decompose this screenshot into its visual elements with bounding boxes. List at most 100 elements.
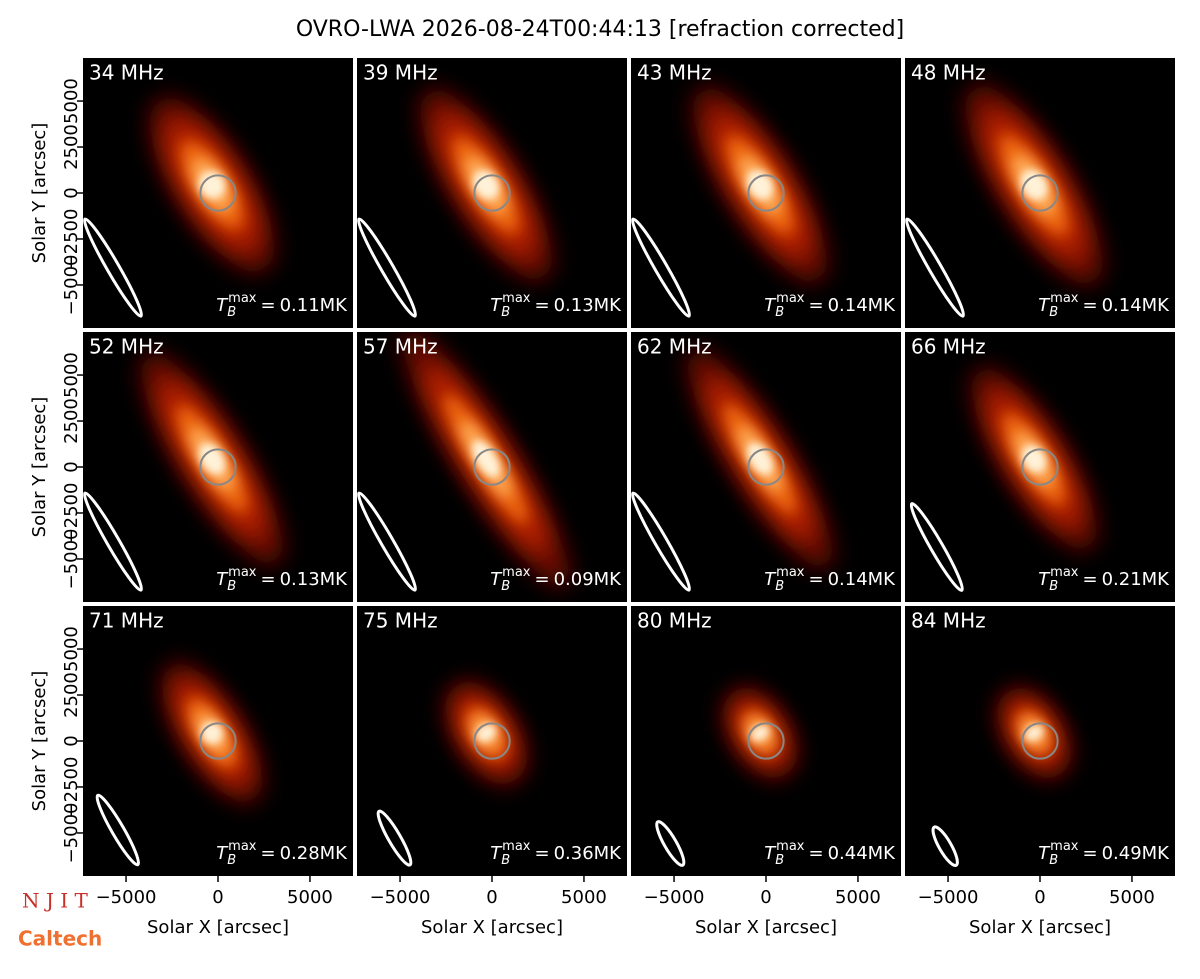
y-tick-label: −2500 bbox=[61, 209, 82, 270]
tb-equals: = bbox=[1082, 569, 1097, 590]
beam bbox=[95, 793, 140, 867]
tb-subscript: B bbox=[227, 305, 236, 320]
emission-layer bbox=[472, 170, 500, 200]
image bbox=[931, 687, 1071, 867]
frequency-label: 71 MHz bbox=[89, 609, 164, 633]
tb-superscript: max bbox=[776, 565, 805, 580]
solar-disk bbox=[473, 448, 511, 486]
image bbox=[376, 681, 527, 867]
tb-value: 0.44MK bbox=[828, 843, 897, 864]
y-axis-label: Solar Y [arcsec] bbox=[29, 671, 50, 812]
emission-layer bbox=[471, 440, 501, 478]
tb-symbol: T bbox=[764, 843, 777, 864]
tb-symbol: T bbox=[1038, 843, 1051, 864]
tb-value: 0.13MK bbox=[554, 295, 623, 316]
tb-value: 0.14MK bbox=[828, 569, 897, 590]
image bbox=[357, 332, 570, 592]
tb-equals: = bbox=[808, 843, 823, 864]
tb-superscript: max bbox=[228, 291, 257, 306]
frequency-label: 75 MHz bbox=[363, 609, 438, 633]
tb-label: TBmax = 0.49MK bbox=[1038, 839, 1170, 868]
emission bbox=[687, 349, 833, 569]
emission-layer bbox=[1021, 445, 1047, 473]
frequency-label: 57 MHz bbox=[363, 335, 438, 359]
image bbox=[83, 353, 283, 592]
beam bbox=[655, 820, 686, 867]
tb-subscript: B bbox=[1049, 305, 1058, 320]
y-tick-label: 5000 bbox=[61, 78, 82, 124]
emission bbox=[723, 687, 797, 779]
tb-value: 0.11MK bbox=[280, 295, 349, 316]
tb-symbol: T bbox=[216, 843, 229, 864]
tb-equals: = bbox=[260, 569, 275, 590]
x-tick-label: 5000 bbox=[835, 887, 881, 908]
frequency-label: 39 MHz bbox=[363, 61, 438, 85]
tb-equals: = bbox=[534, 569, 549, 590]
y-tick-label: 2500 bbox=[61, 124, 82, 170]
y-tick-label: 2500 bbox=[61, 398, 82, 444]
beam bbox=[83, 491, 143, 592]
emission-layer bbox=[198, 443, 226, 475]
x-tick-label: −5000 bbox=[644, 887, 705, 908]
solar-disk bbox=[747, 722, 785, 760]
x-tick-label: 5000 bbox=[287, 887, 333, 908]
tb-symbol: T bbox=[216, 295, 229, 316]
emission bbox=[693, 87, 827, 283]
emission-layer bbox=[746, 170, 774, 200]
emission-layer bbox=[747, 442, 773, 476]
y-tick-label: 2500 bbox=[61, 672, 82, 718]
tb-value: 0.21MK bbox=[1102, 569, 1171, 590]
tb-subscript: B bbox=[775, 579, 784, 594]
tb-label: TBmax = 0.14MK bbox=[764, 291, 896, 320]
solar-disk bbox=[473, 722, 511, 760]
x-tick-label: −5000 bbox=[96, 887, 157, 908]
tb-symbol: T bbox=[1038, 569, 1051, 590]
tb-equals: = bbox=[808, 295, 823, 316]
frequency-label: 80 MHz bbox=[637, 609, 712, 633]
tb-subscript: B bbox=[775, 853, 784, 868]
tb-symbol: T bbox=[490, 569, 503, 590]
x-tick-label: 5000 bbox=[561, 887, 607, 908]
tb-superscript: max bbox=[776, 839, 805, 854]
tb-label: TBmax = 0.09MK bbox=[490, 565, 622, 594]
y-tick-label: −2500 bbox=[61, 483, 82, 544]
y-axis-label: Solar Y [arcsec] bbox=[29, 123, 50, 264]
tb-equals: = bbox=[534, 295, 549, 316]
solar-disk bbox=[1021, 448, 1059, 486]
frequency-label: 48 MHz bbox=[911, 61, 986, 85]
tb-subscript: B bbox=[501, 579, 510, 594]
emission bbox=[141, 353, 283, 565]
tb-value: 0.28MK bbox=[280, 843, 349, 864]
emission bbox=[965, 85, 1103, 285]
emission bbox=[150, 97, 274, 273]
beam bbox=[631, 491, 691, 592]
tb-label: TBmax = 0.28MK bbox=[216, 839, 348, 868]
emission-layer bbox=[1020, 169, 1048, 201]
tb-equals: = bbox=[1082, 843, 1097, 864]
x-tick-label: −5000 bbox=[370, 887, 431, 908]
tb-subscript: B bbox=[1049, 853, 1058, 868]
y-tick-label: 0 bbox=[61, 735, 82, 746]
solar-disk bbox=[747, 174, 785, 212]
frequency-label: 52 MHz bbox=[89, 335, 164, 359]
y-tick-label: −5000 bbox=[61, 255, 82, 316]
x-tick-label: 5000 bbox=[1109, 887, 1155, 908]
tb-equals: = bbox=[260, 295, 275, 316]
solar-disk bbox=[199, 174, 237, 212]
tb-label: TBmax = 0.14MK bbox=[764, 565, 896, 594]
tb-label: TBmax = 0.44MK bbox=[764, 839, 896, 868]
y-tick-label: −5000 bbox=[61, 529, 82, 590]
tb-subscript: B bbox=[501, 305, 510, 320]
image bbox=[631, 349, 833, 592]
image bbox=[909, 368, 1097, 592]
tb-equals: = bbox=[1082, 295, 1097, 316]
emission bbox=[445, 681, 527, 785]
y-tick-label: 5000 bbox=[61, 626, 82, 672]
tb-superscript: max bbox=[776, 291, 805, 306]
tb-superscript: max bbox=[502, 291, 531, 306]
tb-superscript: max bbox=[228, 565, 257, 580]
y-tick-label: −5000 bbox=[61, 803, 82, 864]
tb-value: 0.49MK bbox=[1102, 843, 1171, 864]
solar-disk bbox=[473, 174, 511, 212]
